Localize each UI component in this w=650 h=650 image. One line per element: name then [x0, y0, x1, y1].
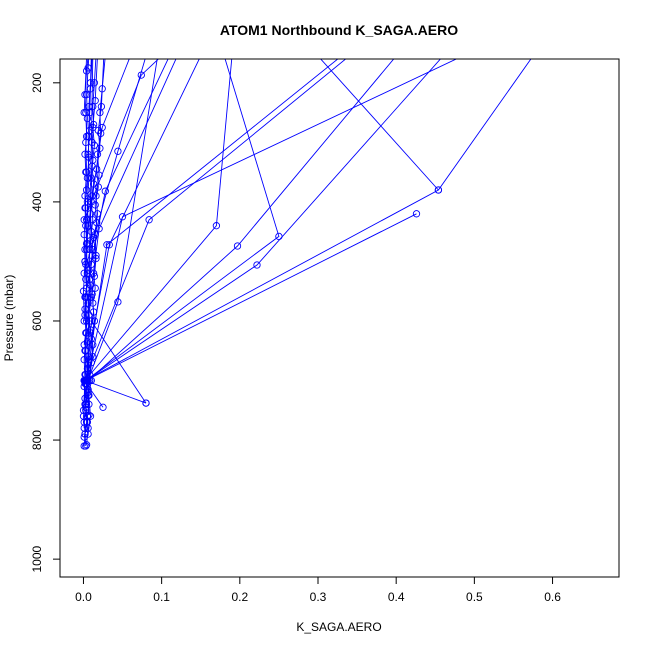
data-point [96, 108, 104, 117]
data-point [89, 353, 97, 361]
data-point [82, 168, 91, 176]
series-line-10 [85, 213, 417, 381]
y-axis: 200 400 600 800 1000 [30, 72, 60, 572]
data-point [81, 305, 89, 313]
series-line-18 [84, 59, 200, 375]
data-point [85, 391, 93, 400]
data-point [91, 201, 99, 209]
series-line-15 [86, 59, 458, 381]
series-line-27 [83, 59, 93, 411]
series-line-7 [86, 59, 158, 384]
chart-title: ATOM1 Northbound K_SAGA.AERO [220, 22, 458, 38]
data-point [114, 298, 122, 306]
series-line-19 [83, 59, 177, 345]
data-point [92, 192, 100, 200]
x-tick-label: 0.2 [231, 590, 248, 604]
data-point [80, 230, 88, 239]
data-point [84, 430, 92, 438]
x-tick-label: 0.1 [153, 590, 170, 604]
data-point [87, 335, 95, 343]
data-point [92, 251, 100, 260]
series-line-29 [87, 59, 106, 435]
y-tick-label: 400 [30, 192, 44, 212]
data-point [212, 222, 221, 230]
data-point [85, 411, 93, 419]
data-point [91, 284, 99, 292]
data-point [90, 317, 99, 325]
data-point [89, 299, 97, 307]
data-point [137, 71, 145, 79]
data-point [103, 241, 111, 249]
y-tick-label: 1000 [30, 545, 44, 572]
data-point [233, 242, 242, 250]
x-tick-label: 0.5 [466, 590, 483, 604]
series-line-17 [85, 59, 339, 384]
series-line-12 [85, 59, 280, 381]
series-line-23 [83, 59, 160, 220]
data-point [86, 412, 95, 420]
series-line-16 [320, 59, 439, 191]
x-tick-label: 0.3 [310, 590, 327, 604]
data-point [101, 187, 109, 195]
series-line-13 [84, 59, 233, 381]
x-axis-label: K_SAGA.AERO [296, 620, 381, 634]
data-point [95, 171, 103, 179]
series-line-14 [83, 59, 347, 381]
data-point [89, 269, 98, 277]
data-point [434, 186, 443, 194]
y-tick-label: 800 [30, 430, 44, 450]
data-point [80, 216, 88, 224]
data-point [105, 241, 113, 249]
data-point [98, 85, 106, 93]
data-point [86, 370, 94, 379]
data-point [145, 216, 153, 224]
y-tick-label: 600 [30, 311, 44, 331]
series-line-28 [83, 59, 90, 322]
data-point [91, 230, 99, 239]
data-point [118, 213, 127, 221]
data-point [84, 64, 92, 72]
data-point [80, 317, 88, 325]
data-point [253, 261, 261, 269]
data-point [82, 204, 90, 212]
data-point [82, 216, 91, 224]
data-point [83, 114, 92, 123]
data-point [99, 403, 107, 411]
data-point [79, 287, 88, 295]
plot-frame [59, 58, 620, 578]
data-point [80, 356, 88, 364]
series-line-5 [84, 380, 147, 404]
data-point [81, 192, 89, 200]
data-point [82, 91, 91, 99]
data-point [142, 399, 150, 407]
data-point [79, 412, 88, 420]
data-point [82, 441, 91, 449]
data-point [79, 406, 88, 414]
x-axis: 0.0 0.1 0.2 0.3 0.4 0.5 0.6 [75, 577, 561, 604]
data-point [275, 232, 283, 241]
x-tick-label: 0.6 [544, 590, 561, 604]
data-point [81, 257, 89, 266]
data-point [85, 153, 93, 161]
data-point [97, 129, 105, 138]
data-point [80, 424, 88, 432]
y-tick-label: 200 [30, 72, 44, 92]
data-point [93, 210, 102, 218]
data-point [82, 317, 91, 325]
data-point [93, 150, 102, 158]
data-point [412, 210, 421, 218]
x-tick-label: 0.0 [75, 590, 92, 604]
x-tick-label: 0.4 [388, 590, 405, 604]
data-point [82, 329, 90, 337]
data-point [82, 138, 90, 147]
data-point [84, 150, 92, 158]
series-line-9 [84, 59, 395, 384]
data-point [114, 147, 122, 155]
series-line-20 [84, 59, 169, 298]
y-axis-label: Pressure (mbar) [2, 275, 16, 362]
data-point [82, 260, 90, 269]
data-layer [79, 59, 532, 450]
data-point [82, 442, 90, 450]
